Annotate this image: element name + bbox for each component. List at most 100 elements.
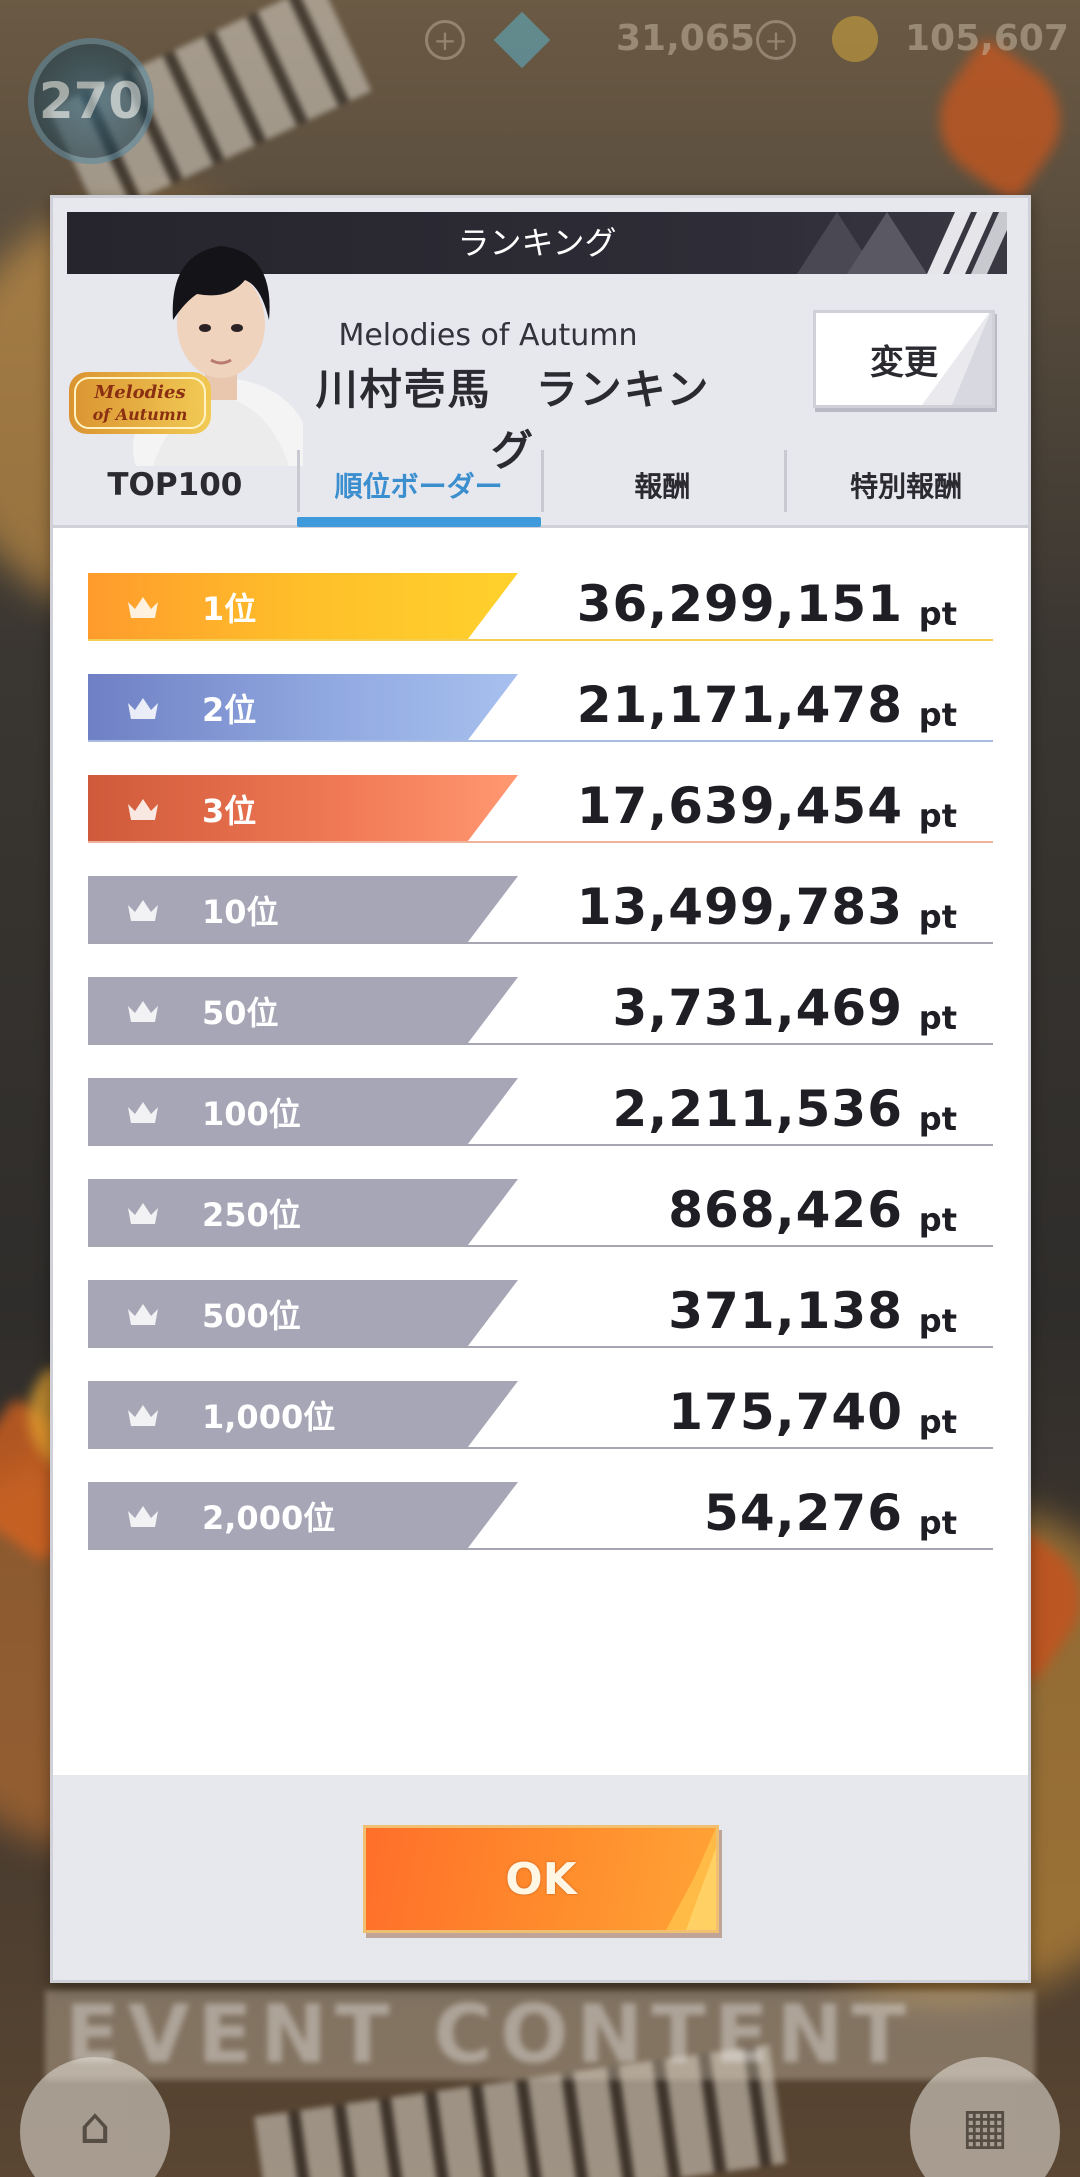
crown-icon <box>128 1203 158 1224</box>
dialog-title-bar: ランキング <box>67 212 1007 274</box>
currency-a-value: 31,065 <box>616 18 755 59</box>
ok-button[interactable]: OK <box>363 1825 719 1933</box>
tab-top100[interactable]: TOP100 <box>53 444 297 525</box>
crown-icon <box>128 1506 158 1527</box>
row-divider <box>88 1548 993 1550</box>
crown-icon <box>128 1102 158 1123</box>
tab-rank-border[interactable]: 順位ボーダー <box>296 444 541 527</box>
rank-label: 10位 <box>202 893 279 931</box>
rank-band: 50位 <box>88 977 518 1045</box>
button-corner-decoration <box>666 1828 716 1930</box>
score-unit: pt <box>918 1100 957 1138</box>
rank-score: 175,740 <box>668 1383 903 1441</box>
tab-label: 報酬 <box>634 469 691 503</box>
event-logo: Melodies of Autumn <box>65 366 215 440</box>
score-unit: pt <box>918 797 957 835</box>
row-divider <box>88 1346 993 1348</box>
rank-score: 2,211,536 <box>612 1080 903 1138</box>
change-button-label: 変更 <box>870 342 938 383</box>
rank-score: 868,426 <box>668 1181 903 1239</box>
dialog-title: ランキング <box>457 224 617 262</box>
rank-border-list: 1位 36,299,151 pt 2位 21,171,478 pt 3位 17,… <box>88 573 993 1583</box>
rank-label: 3位 <box>202 792 257 830</box>
row-divider <box>88 1144 993 1146</box>
rank-band: 500位 <box>88 1280 518 1348</box>
coin-icon <box>832 16 878 62</box>
ranking-title: 川村壱馬 ランキング <box>315 365 711 475</box>
row-divider <box>88 942 993 944</box>
currency-b-value: 105,607 <box>905 18 1069 59</box>
score-unit: pt <box>918 595 957 633</box>
score-unit: pt <box>918 898 957 936</box>
rank-score: 21,171,478 <box>576 676 903 734</box>
row-divider <box>88 1447 993 1449</box>
rank-band: 100位 <box>88 1078 518 1146</box>
crown-icon <box>128 900 158 921</box>
rank-row: 2位 21,171,478 pt <box>88 674 993 742</box>
home-icon[interactable]: ⌂ <box>20 2057 170 2177</box>
event-name: Melodies of Autumn <box>338 318 638 353</box>
score-unit: pt <box>918 1504 957 1542</box>
rank-score: 17,639,454 <box>576 777 903 835</box>
rank-band: 2位 <box>88 674 518 742</box>
add-currency-icon[interactable]: + <box>425 20 465 60</box>
rank-row: 250位 868,426 pt <box>88 1179 993 1247</box>
crown-icon <box>128 1405 158 1426</box>
player-level-badge: 270 <box>28 38 154 164</box>
row-divider <box>88 841 993 843</box>
row-divider <box>88 639 993 641</box>
score-unit: pt <box>918 1403 957 1441</box>
rank-score: 13,499,783 <box>576 878 903 936</box>
dialog-header: ランキング <box>53 198 1028 528</box>
rank-label: 1位 <box>202 590 257 628</box>
rank-score: 36,299,151 <box>576 575 903 633</box>
rank-label: 2,000位 <box>202 1499 336 1537</box>
bg-maple-leaf <box>916 36 1080 204</box>
gem-icon <box>493 11 551 69</box>
row-divider <box>88 740 993 742</box>
ranking-dialog: ランキング <box>50 195 1031 1983</box>
score-unit: pt <box>918 999 957 1037</box>
tab-rewards[interactable]: 報酬 <box>540 444 785 525</box>
rank-band: 10位 <box>88 876 518 944</box>
crown-icon <box>128 1304 158 1325</box>
ok-button-label: OK <box>505 1853 577 1905</box>
score-unit: pt <box>918 1201 957 1239</box>
button-corner-decoration <box>922 313 992 405</box>
ranking-tabs: TOP100 順位ボーダー 報酬 特別報酬 <box>53 444 1028 528</box>
add-coin-icon[interactable]: + <box>756 20 796 60</box>
player-level-value: 270 <box>38 72 144 130</box>
grid-menu-icon[interactable]: ▦ <box>910 2057 1060 2177</box>
dialog-footer: OK <box>53 1775 1028 1980</box>
rank-row: 3位 17,639,454 pt <box>88 775 993 843</box>
rank-row: 1,000位 175,740 pt <box>88 1381 993 1449</box>
rank-score: 3,731,469 <box>612 979 903 1037</box>
rank-row: 2,000位 54,276 pt <box>88 1482 993 1550</box>
rank-label: 1,000位 <box>202 1398 336 1436</box>
rank-label: 250位 <box>202 1196 301 1234</box>
row-divider <box>88 1245 993 1247</box>
rank-band: 250位 <box>88 1179 518 1247</box>
event-logo-text: Melodies <box>93 382 185 403</box>
tab-label: TOP100 <box>107 466 243 503</box>
crown-icon <box>128 698 158 719</box>
rank-label: 100位 <box>202 1095 301 1133</box>
rank-row: 10位 13,499,783 pt <box>88 876 993 944</box>
rank-row: 50位 3,731,469 pt <box>88 977 993 1045</box>
tab-label: 順位ボーダー <box>334 469 503 503</box>
rank-row: 1位 36,299,151 pt <box>88 573 993 641</box>
rank-band: 2,000位 <box>88 1482 518 1550</box>
rank-score: 54,276 <box>704 1484 903 1542</box>
rank-row: 500位 371,138 pt <box>88 1280 993 1348</box>
tab-special-rewards[interactable]: 特別報酬 <box>784 444 1028 525</box>
svg-text:of Autumn: of Autumn <box>93 405 188 424</box>
rank-band: 1位 <box>88 573 518 641</box>
row-divider <box>88 1043 993 1045</box>
rank-label: 500位 <box>202 1297 301 1335</box>
crown-icon <box>128 799 158 820</box>
title-decoration <box>797 212 1007 274</box>
change-button[interactable]: 変更 <box>813 310 995 408</box>
rank-label: 2位 <box>202 691 257 729</box>
rank-score: 371,138 <box>668 1282 903 1340</box>
crown-icon <box>128 597 158 618</box>
